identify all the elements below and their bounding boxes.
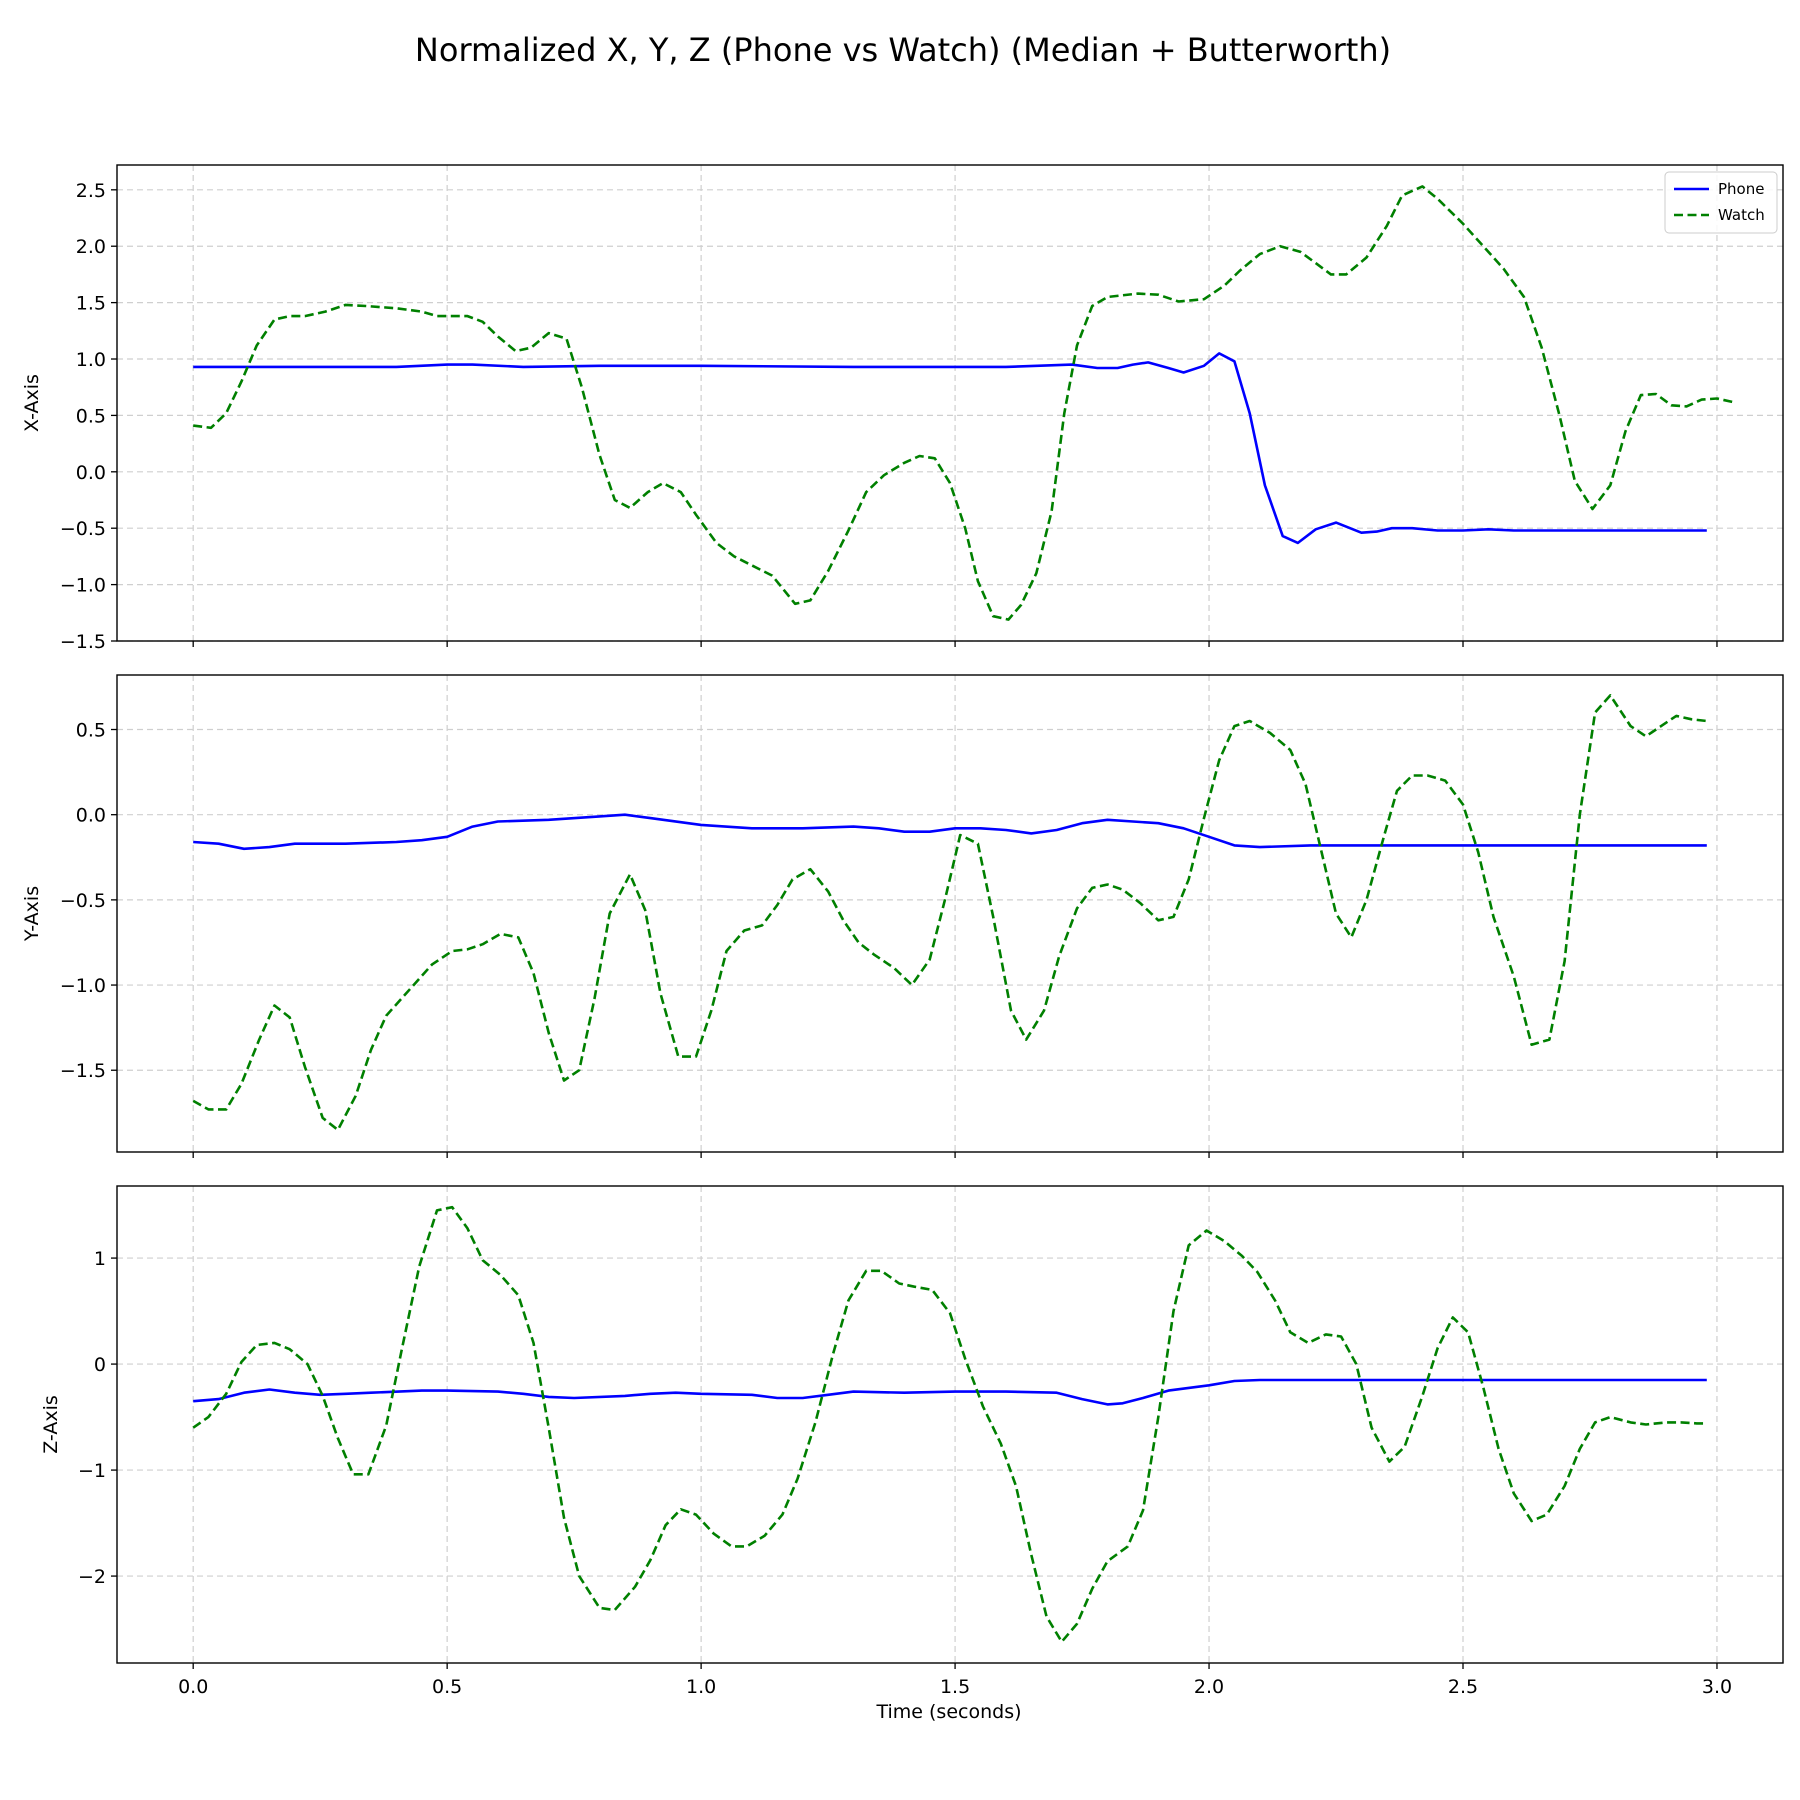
x-tick-label-2: 1.0 xyxy=(686,1676,716,1698)
subplot-1-y-tick-label-1: −1.0 xyxy=(60,575,106,597)
x-tick-label-4: 2.0 xyxy=(1194,1676,1224,1698)
subplot-2-y-tick-label-0: −1.5 xyxy=(60,1060,106,1082)
subplot-1-series-watch-line xyxy=(193,185,1733,621)
chart-title: Normalized X, Y, Z (Phone vs Watch) (Med… xyxy=(415,31,1391,69)
subplot-y-axis: −1.5 −1.0 −0.5 0.0 0.5 Y-Axis xyxy=(21,674,1784,1158)
x-tick-label-1: 0.5 xyxy=(432,1676,462,1698)
subplot-2-y-tick-label-1: −1.0 xyxy=(60,975,106,997)
subplot-z-axis: 0.0 0.5 1.0 1.5 2.0 2.5 3.0 −2 −1 0 1 Z-Axis xyxy=(40,1185,1784,1698)
subplot-1-y-tick-label-0: −1.5 xyxy=(60,631,106,653)
subplot-1-y-tick-label-6: 1.5 xyxy=(76,293,106,315)
subplot-x-axis: −1.5 −1.0 −0.5 0.0 0.5 1.0 1.5 2.0 2.5 X-Axis Phon… xyxy=(21,164,1784,653)
subplot-2-y-tick-label-4: 0.5 xyxy=(76,720,106,742)
subplot-2-y-axis-label: Y-Axis xyxy=(21,886,43,942)
subplot-3-y-axis-label: Z-Axis xyxy=(40,1395,62,1454)
subplot-2-frame xyxy=(116,674,1784,1153)
legend-label-phone: Phone xyxy=(1718,180,1764,198)
subplot-1-y-tick-label-2: −0.5 xyxy=(60,518,106,540)
x-tick-label-3: 1.5 xyxy=(940,1676,970,1698)
legend-box xyxy=(1664,171,1778,234)
x-tick-label-0: 0.0 xyxy=(178,1676,208,1698)
x-tick-label-6: 3.0 xyxy=(1702,1676,1732,1698)
subplot-3-y-tick-label-0: −2 xyxy=(78,1566,106,1588)
subplot-3-series-phone-line xyxy=(193,1378,1707,1406)
subplot-2-series-watch-line xyxy=(192,694,1707,1132)
subplot-3-y-tick-label-2: 0 xyxy=(94,1354,106,1376)
subplot-1-y-axis-label: X-Axis xyxy=(21,374,43,432)
subplot-2-series-phone-line xyxy=(193,813,1707,851)
legend-label-watch: Watch xyxy=(1718,206,1765,224)
subplot-2-y-tick-label-2: −0.5 xyxy=(60,890,106,912)
x-axis-label: Time (seconds) xyxy=(875,1701,1021,1723)
subplot-2-y-tick-label-3: 0.0 xyxy=(76,805,106,827)
subplot-1-y-tick-label-8: 2.5 xyxy=(76,180,106,202)
subplot-3-frame xyxy=(116,1185,1784,1664)
subplot-1-y-tick-label-7: 2.0 xyxy=(76,236,106,258)
subplot-1-y-tick-label-4: 0.5 xyxy=(76,405,106,427)
subplot-1-frame xyxy=(116,164,1784,642)
subplot-3-y-tick-label-3: 1 xyxy=(94,1248,106,1270)
subplot-1-series-phone-line xyxy=(193,352,1707,545)
subplot-1-y-tick-label-3: 0.0 xyxy=(76,462,106,484)
x-tick-label-5: 2.5 xyxy=(1448,1676,1478,1698)
subplot-1-y-tick-label-5: 1.0 xyxy=(76,349,106,371)
subplots: −1.5 −1.0 −0.5 0.0 0.5 1.0 1.5 2.0 2.5 X-Axis Phon… xyxy=(21,164,1784,1698)
subplot-3-y-tick-label-1: −1 xyxy=(78,1460,106,1482)
legend: Phone Watch xyxy=(1664,171,1778,234)
